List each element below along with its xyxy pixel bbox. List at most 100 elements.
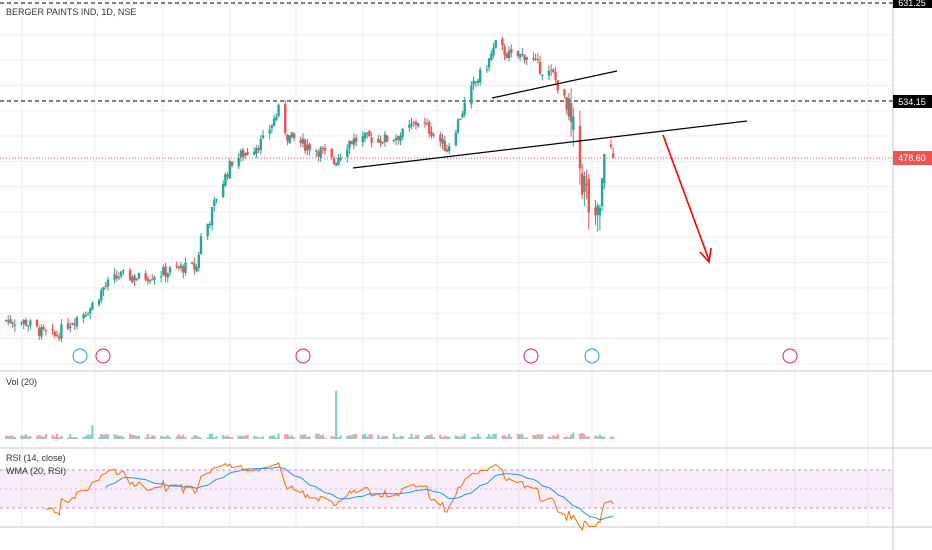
candle-body xyxy=(210,207,214,226)
volume-bar xyxy=(27,436,30,439)
volume-bar xyxy=(337,437,340,439)
candle-body xyxy=(532,58,535,60)
candle-body xyxy=(534,58,537,60)
candle-body xyxy=(137,272,141,279)
candle-body xyxy=(60,324,63,339)
volume-bar xyxy=(583,434,586,439)
candle-body xyxy=(399,135,402,142)
volume-bar xyxy=(7,435,10,439)
volume-bar xyxy=(474,436,477,439)
candle-body xyxy=(40,326,43,337)
projection-arrow[interactable] xyxy=(662,134,710,261)
candle-body xyxy=(159,276,163,278)
neckline-trendline[interactable] xyxy=(491,70,618,99)
volume-bar xyxy=(273,435,276,439)
candle-body xyxy=(583,175,586,192)
candle-body xyxy=(4,320,8,322)
candle-body xyxy=(337,158,340,165)
candle-body xyxy=(408,124,411,128)
volume-bar xyxy=(148,437,152,439)
candle-body xyxy=(179,265,183,268)
candle-body xyxy=(177,266,181,269)
volume-bar xyxy=(53,436,56,439)
candle-body xyxy=(600,178,604,206)
candle-body xyxy=(135,278,138,280)
candle-body xyxy=(301,138,305,144)
volume-bar xyxy=(352,434,356,439)
volume-bar xyxy=(598,434,601,439)
volume-bar xyxy=(115,434,118,439)
candle-body xyxy=(66,323,70,329)
candle-body xyxy=(113,274,116,280)
volume-bar xyxy=(177,434,180,439)
volume-bar xyxy=(73,437,76,439)
volume-bar xyxy=(587,436,590,439)
volume-bar xyxy=(350,434,353,439)
candle-body xyxy=(308,144,311,151)
rsi-title: RSI (14, close) xyxy=(6,453,66,463)
volume-bar xyxy=(534,435,537,439)
candle-body xyxy=(91,303,94,310)
volume-bar xyxy=(38,434,41,439)
candle-body xyxy=(354,137,358,142)
volume-bar xyxy=(35,435,39,439)
candle-body xyxy=(472,80,475,85)
candle-body xyxy=(459,119,462,121)
candle-body xyxy=(270,125,274,129)
candle-body xyxy=(82,314,85,319)
volume-bar xyxy=(335,390,338,439)
candle-body xyxy=(230,161,234,166)
candle-body xyxy=(443,140,446,152)
volume-bar xyxy=(594,435,597,439)
rsi-line xyxy=(45,461,614,532)
candle-body xyxy=(13,325,17,327)
volume-bar xyxy=(71,437,74,439)
candle-body xyxy=(416,123,420,126)
volume-bar xyxy=(230,437,234,439)
volume-bar xyxy=(193,435,196,439)
candle-body xyxy=(73,323,76,325)
volume-bar xyxy=(22,435,25,439)
support-trendline[interactable] xyxy=(352,120,748,169)
wma-title: WMA (20, RSI) xyxy=(6,466,66,476)
volume-bar xyxy=(503,435,506,439)
volume-bar xyxy=(226,435,229,439)
candle-body xyxy=(598,207,602,216)
volume-bar xyxy=(425,435,429,439)
volume-bar xyxy=(228,437,231,439)
volume-bar xyxy=(399,435,402,439)
candle-body xyxy=(144,273,147,280)
volume-bar xyxy=(565,436,568,439)
volume-bar xyxy=(102,434,105,439)
volume-bar xyxy=(29,435,32,439)
candle-body xyxy=(252,151,256,155)
candle-body xyxy=(146,278,150,282)
events-markers[interactable] xyxy=(72,348,798,364)
candle-body xyxy=(596,205,599,216)
volume-bar xyxy=(525,437,528,439)
volume-bar xyxy=(443,435,446,439)
candle-body xyxy=(268,129,271,134)
volume-bar xyxy=(40,435,43,439)
earnings-event-marker xyxy=(295,348,311,364)
volume-bar xyxy=(487,434,491,439)
candle-body xyxy=(246,151,249,155)
volume-bar xyxy=(567,437,570,439)
candle-body xyxy=(286,134,289,141)
volume-bar xyxy=(128,433,132,439)
candle-body xyxy=(292,133,296,139)
candle-body xyxy=(510,49,513,53)
volume-bar xyxy=(133,435,136,439)
candle-body xyxy=(89,308,92,314)
candle-body xyxy=(507,50,511,59)
candle-body xyxy=(44,330,48,332)
volume-bar xyxy=(585,436,588,439)
volume-bar xyxy=(290,435,293,439)
candle-body xyxy=(370,137,373,143)
candle-body xyxy=(414,122,418,125)
candle-body xyxy=(567,98,571,117)
candle-body xyxy=(549,69,553,71)
candle-body xyxy=(104,285,107,287)
candle-body xyxy=(75,317,79,327)
